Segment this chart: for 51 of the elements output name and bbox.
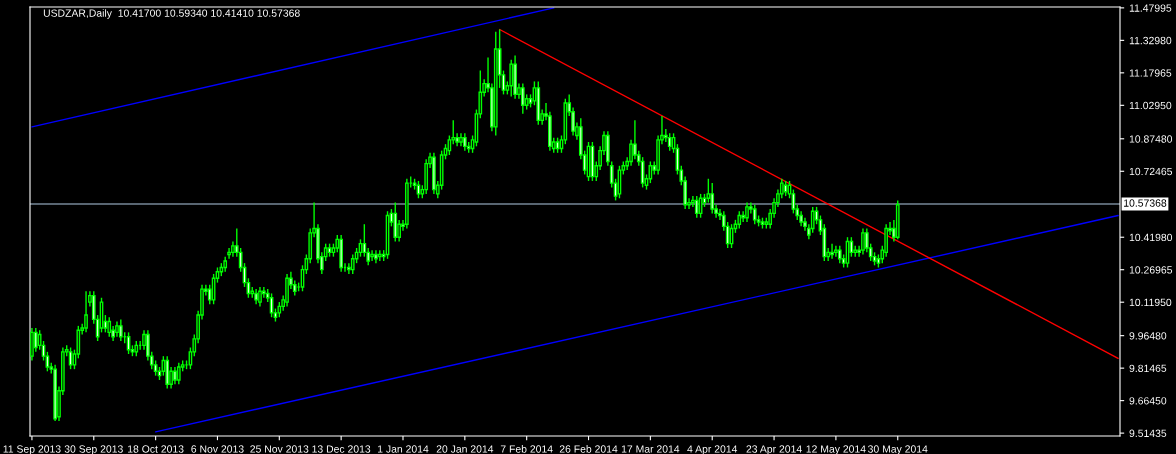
candlestick: [370, 249, 374, 262]
y-tick-label: 10.26965: [1129, 266, 1173, 274]
x-tick-label: 4 Apr 2014: [687, 445, 738, 454]
candlestick: [84, 290, 88, 334]
candlestick: [509, 59, 514, 98]
y-tick-label: 11.32980: [1129, 36, 1172, 45]
candlestick: [741, 210, 745, 223]
candlestick: [107, 316, 112, 338]
candlestick: [33, 327, 38, 353]
y-tick-label: 10.41980: [1129, 233, 1173, 242]
candlestick: [393, 201, 398, 243]
x-tick-label: 30 Sep 2013: [64, 445, 123, 454]
x-tick-label: 12 May 2014: [806, 445, 866, 454]
x-tick-label: 18 Oct 2013: [128, 445, 184, 453]
x-tick-label: 25 Nov 2013: [250, 445, 309, 453]
x-tick-label: 13 Dec 2013: [312, 445, 371, 453]
y-tick-label: 11.02950: [1129, 101, 1172, 110]
candlestick: [30, 327, 34, 362]
x-tick-label: 20 Jan 2014: [436, 445, 494, 453]
candlestick: [362, 223, 367, 258]
candlestick: [261, 286, 266, 299]
y-tick-label: 10.11950: [1129, 298, 1172, 307]
x-tick-label: 1 Jan 2014: [378, 445, 429, 453]
x-tick-label: 26 Feb 2014: [559, 445, 618, 453]
x-tick-label: 6 Nov 2013: [191, 445, 244, 453]
candlestick: [347, 262, 351, 275]
y-tick-label: 9.66450: [1129, 397, 1167, 405]
y-tick-label: 11.47995: [1129, 4, 1172, 12]
y-tick-label: 9.96480: [1129, 332, 1167, 340]
candlestick: [694, 195, 699, 219]
ref-line-label: 10.57368: [1124, 199, 1167, 207]
x-tick-label: 23 Apr 2014: [746, 445, 802, 454]
y-tick-label: 10.72465: [1129, 167, 1173, 176]
candlestick: [834, 245, 838, 258]
candlestick: [165, 355, 170, 390]
candlestick: [285, 273, 289, 308]
y-tick-label: 10.87480: [1129, 135, 1173, 143]
candlestick: [710, 182, 715, 215]
x-tick-label: 30 May 2014: [868, 445, 928, 454]
candlestick: [752, 204, 757, 225]
x-tick-label: 7 Feb 2014: [500, 445, 553, 453]
y-tick-label: 9.51435: [1129, 429, 1167, 437]
y-tick-label: 11.17965: [1129, 69, 1172, 77]
x-tick-label: 11 Sep 2013: [3, 445, 61, 454]
chart-title: USDZAR,Daily 10.41700 10.59340 10.41410 10.57368: [43, 9, 300, 19]
candlestick: [258, 286, 262, 308]
y-tick-label: 9.81465: [1129, 364, 1167, 373]
x-tick-label: 17 Mar 2014: [621, 445, 680, 453]
candlestick: [861, 227, 865, 256]
candlestick: [745, 201, 749, 223]
candlestick: [830, 242, 834, 260]
